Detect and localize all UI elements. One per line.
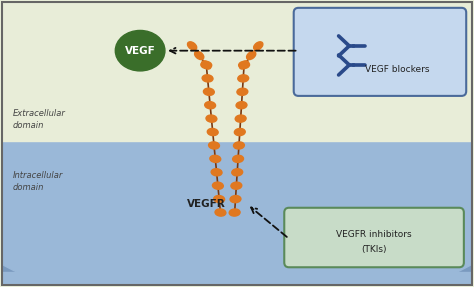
Ellipse shape — [246, 51, 256, 60]
Ellipse shape — [237, 88, 248, 95]
Ellipse shape — [235, 115, 246, 122]
Ellipse shape — [215, 209, 226, 216]
Ellipse shape — [207, 129, 218, 136]
Ellipse shape — [229, 209, 240, 216]
Ellipse shape — [231, 182, 242, 189]
Ellipse shape — [232, 169, 243, 176]
Text: (TKIs): (TKIs) — [361, 245, 387, 254]
FancyBboxPatch shape — [294, 8, 466, 96]
Ellipse shape — [206, 115, 217, 122]
Ellipse shape — [0, 94, 474, 287]
Ellipse shape — [239, 61, 249, 69]
Ellipse shape — [188, 42, 197, 50]
Text: VEGFR inhibitors: VEGFR inhibitors — [336, 230, 412, 239]
Ellipse shape — [201, 61, 212, 69]
Ellipse shape — [236, 102, 247, 109]
Ellipse shape — [234, 142, 245, 149]
Ellipse shape — [202, 75, 213, 82]
Bar — [0, 0, 474, 141]
Ellipse shape — [195, 51, 204, 60]
Ellipse shape — [209, 142, 219, 149]
Ellipse shape — [0, 48, 474, 287]
Text: VEGFR: VEGFR — [187, 199, 226, 210]
Text: VEGF blockers: VEGF blockers — [365, 65, 430, 74]
Ellipse shape — [0, 70, 474, 287]
Text: VEGF: VEGF — [125, 46, 155, 56]
Bar — [0, 272, 474, 286]
Ellipse shape — [254, 42, 263, 50]
FancyBboxPatch shape — [284, 208, 464, 267]
Ellipse shape — [230, 195, 241, 203]
Ellipse shape — [201, 61, 211, 69]
Ellipse shape — [115, 30, 165, 71]
Ellipse shape — [214, 195, 225, 203]
Ellipse shape — [234, 129, 245, 136]
Text: Intracellular
domain: Intracellular domain — [12, 171, 63, 192]
Ellipse shape — [233, 155, 244, 162]
Ellipse shape — [211, 169, 222, 176]
Ellipse shape — [210, 155, 221, 162]
Ellipse shape — [203, 88, 214, 95]
Ellipse shape — [205, 102, 216, 109]
Ellipse shape — [238, 75, 249, 82]
Ellipse shape — [212, 182, 223, 189]
Text: Extracellular
domain: Extracellular domain — [12, 109, 65, 130]
Ellipse shape — [239, 61, 249, 69]
